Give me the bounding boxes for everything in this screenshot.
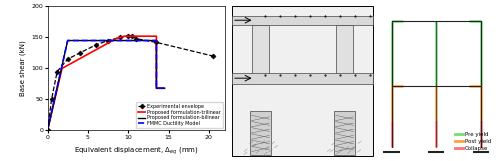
- Experimental envelope: [210, 55, 216, 57]
- Proposed formulation-trilinear: [162, 87, 168, 89]
- Proposed formulation-bilinear: [64, 40, 70, 42]
- FMMC Ductility Model: [154, 40, 160, 42]
- Proposed formulation-trilinear: [154, 87, 160, 89]
- X-axis label: Equivalent displacement, $\Delta_{eq}$ (mm): Equivalent displacement, $\Delta_{eq}$ (…: [74, 145, 198, 156]
- FMMC Ductility Model: [64, 40, 70, 42]
- Bar: [250, 111, 271, 155]
- Experimental envelope: [93, 44, 99, 46]
- Bar: [336, 25, 353, 76]
- Bar: [334, 111, 355, 155]
- Legend: Pre yield, Post yield, Collapse: Pre yield, Post yield, Collapse: [454, 131, 492, 152]
- Experimental envelope: [44, 129, 51, 131]
- Proposed formulation-trilinear: [59, 67, 65, 69]
- Proposed formulation-bilinear: [162, 87, 168, 89]
- Line: Proposed formulation-bilinear: Proposed formulation-bilinear: [48, 41, 164, 130]
- Experimental envelope: [117, 37, 123, 38]
- Proposed formulation-trilinear: [44, 129, 51, 131]
- Legend: Experimental envelope, Proposed formulation-trilinear, Proposed formulation-bili: Experimental envelope, Proposed formulat…: [136, 102, 222, 128]
- FMMC Ductility Model: [44, 129, 51, 131]
- Experimental envelope: [129, 35, 135, 37]
- Bar: [232, 16, 373, 25]
- Proposed formulation-bilinear: [154, 40, 160, 42]
- Experimental envelope: [105, 40, 111, 42]
- Experimental envelope: [64, 58, 70, 60]
- Proposed formulation-trilinear: [121, 35, 127, 37]
- Line: Experimental envelope: Experimental envelope: [46, 34, 214, 132]
- Proposed formulation-bilinear: [44, 129, 51, 131]
- Line: FMMC Ductility Model: FMMC Ductility Model: [48, 41, 164, 130]
- Proposed formulation-trilinear: [113, 38, 119, 40]
- Bar: [232, 73, 373, 84]
- FMMC Ductility Model: [154, 87, 160, 89]
- Experimental envelope: [133, 38, 139, 40]
- Proposed formulation-bilinear: [154, 87, 160, 89]
- FMMC Ductility Model: [162, 87, 168, 89]
- Experimental envelope: [77, 52, 83, 54]
- Experimental envelope: [125, 35, 131, 37]
- Experimental envelope: [154, 41, 160, 43]
- Bar: [252, 25, 269, 76]
- Y-axis label: Base shear (kN): Base shear (kN): [20, 41, 26, 96]
- Experimental envelope: [48, 99, 54, 100]
- Experimental envelope: [54, 71, 60, 72]
- Line: Proposed formulation-trilinear: Proposed formulation-trilinear: [48, 36, 164, 130]
- Proposed formulation-trilinear: [154, 35, 160, 37]
